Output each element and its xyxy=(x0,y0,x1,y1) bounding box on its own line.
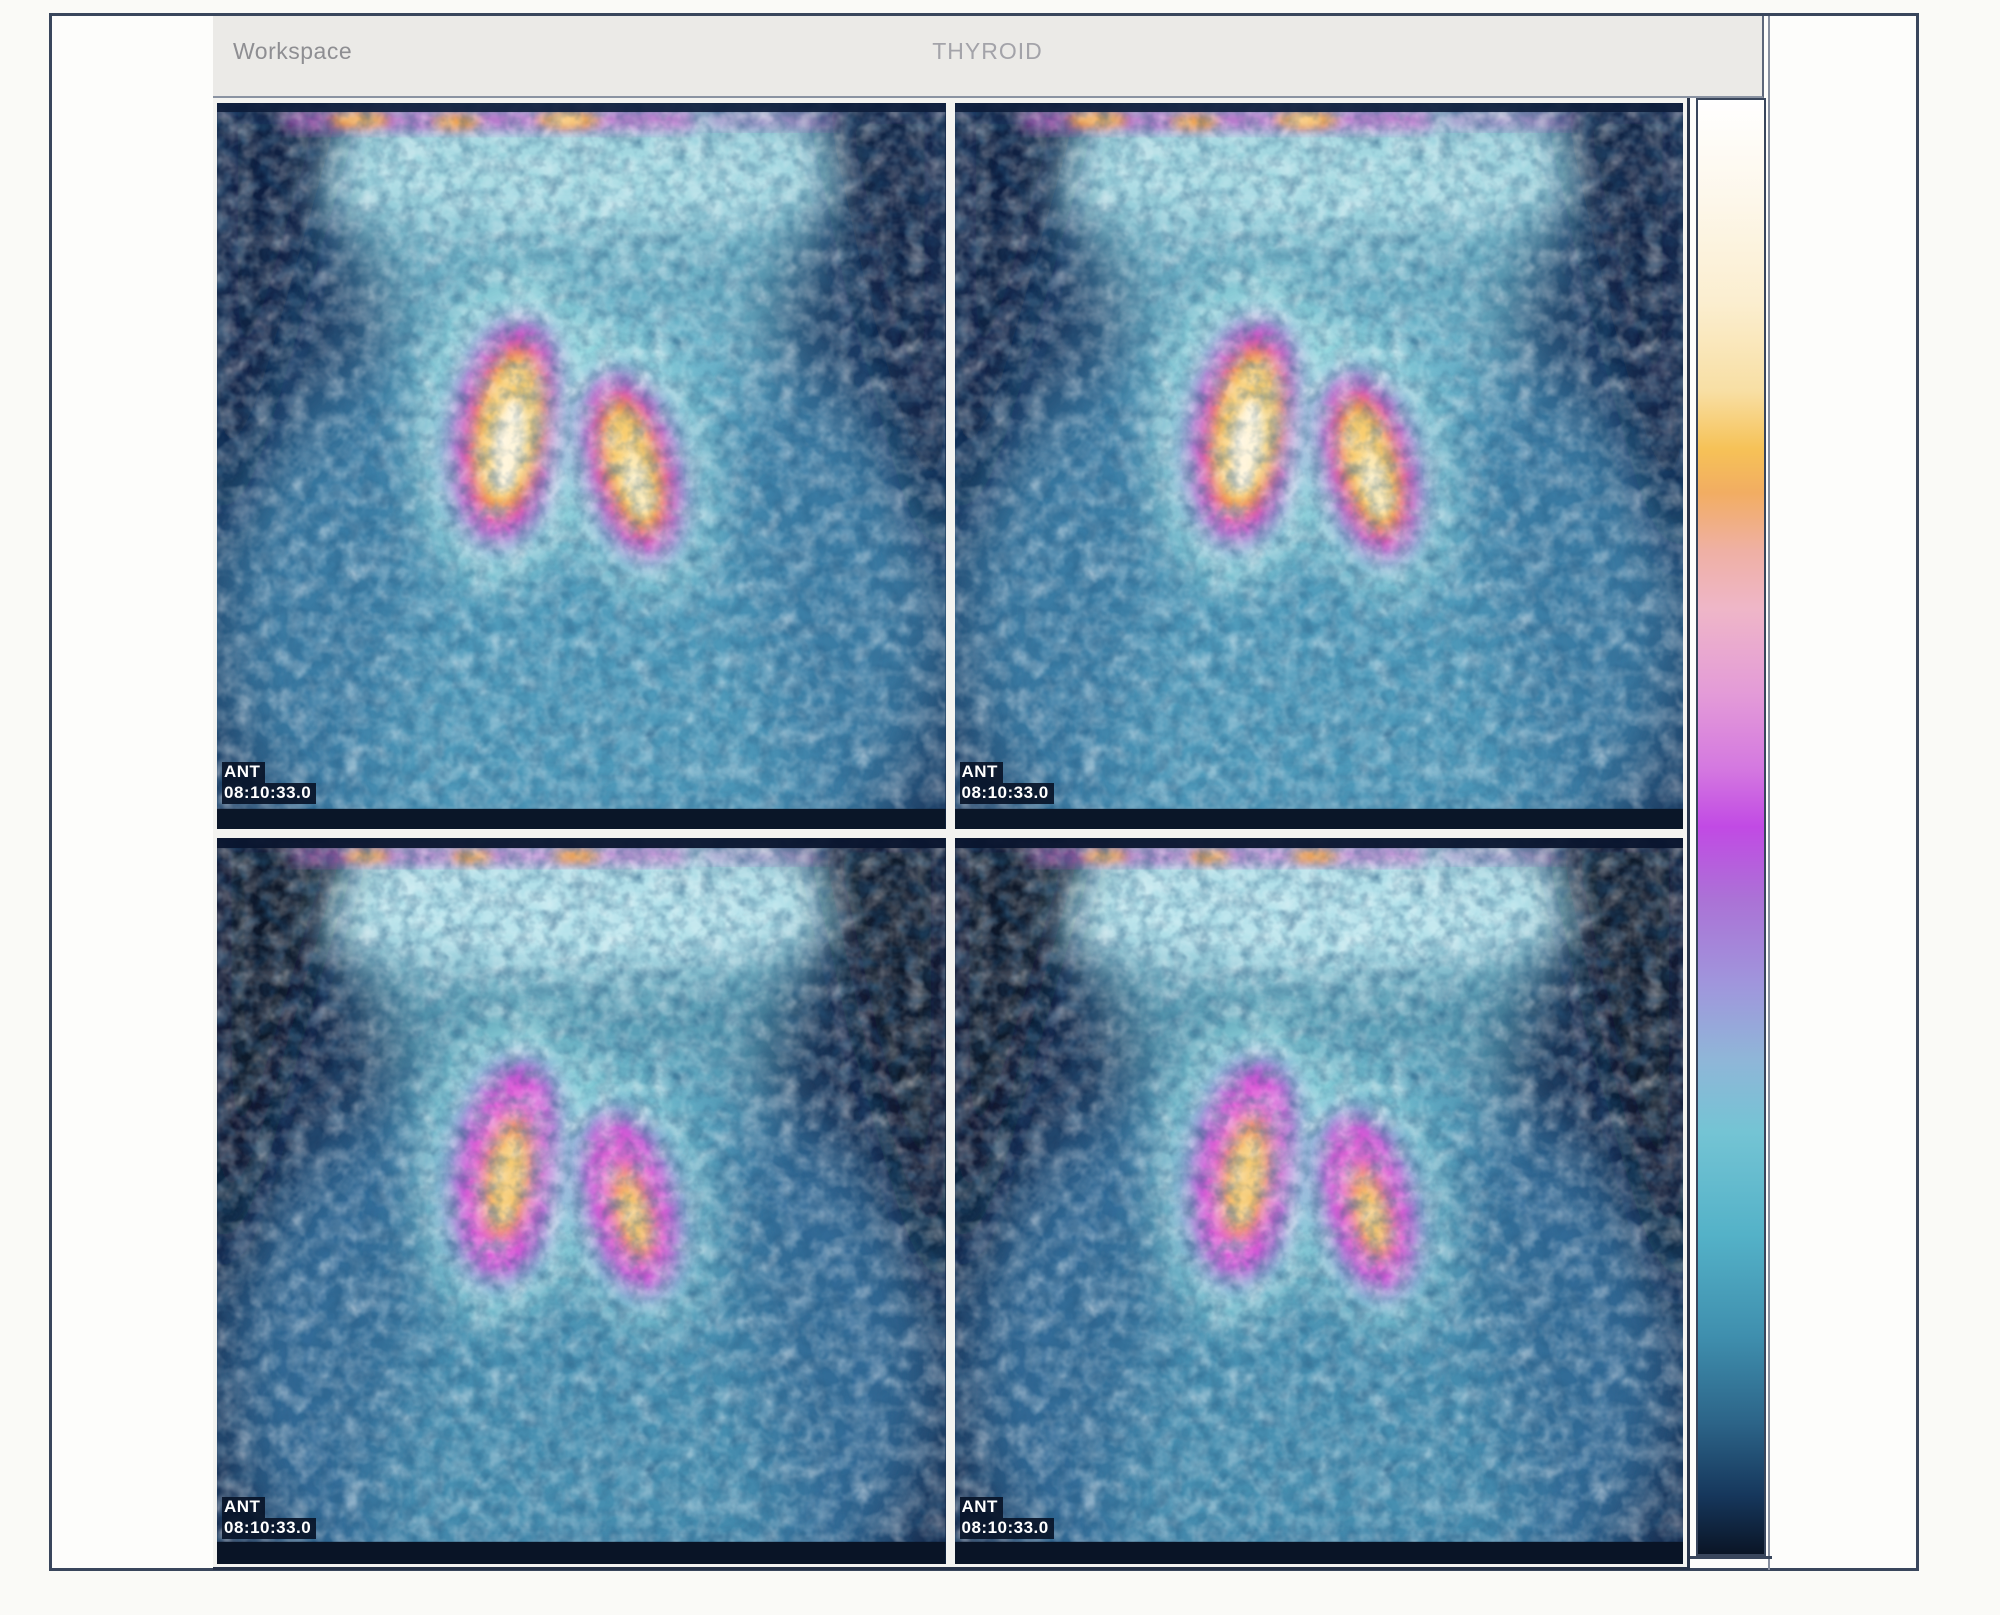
timestamp-label: 08:10:33.0 xyxy=(959,1518,1054,1539)
titlebar: Workspace THYROID xyxy=(213,16,1764,98)
workspace-label: Workspace xyxy=(233,38,353,64)
orientation-label: ANT xyxy=(959,1497,1003,1518)
intensity-colorbar xyxy=(1696,98,1766,1556)
orientation-label: ANT xyxy=(959,762,1003,783)
timestamp-label: 08:10:33.0 xyxy=(959,783,1054,804)
scan-viewer-grid: ANT 08:10:33.0 ANT 08:10:33.0 ANT 08:10:… xyxy=(213,98,1690,1570)
thyroid-scan-image xyxy=(955,103,1684,829)
timestamp-label: 08:10:33.0 xyxy=(222,1518,317,1539)
scan-viewport-bottom-right[interactable]: ANT 08:10:33.0 xyxy=(954,838,1684,1564)
scan-viewport-bottom-left[interactable]: ANT 08:10:33.0 xyxy=(217,838,946,1564)
scan-annotation: ANT 08:10:33.0 xyxy=(959,762,1054,804)
intensity-color-scale xyxy=(1698,100,1764,1554)
scan-annotation: ANT 08:10:33.0 xyxy=(959,1497,1054,1539)
colorbar-baseline xyxy=(1690,1556,1772,1559)
study-title: THYROID xyxy=(932,38,1043,64)
scan-viewport-top-right[interactable]: ANT 08:10:33.0 xyxy=(954,103,1684,829)
thyroid-scan-image xyxy=(217,838,946,1564)
panel-separator xyxy=(1768,16,1770,1570)
thyroid-scan-image xyxy=(217,103,946,829)
orientation-label: ANT xyxy=(222,762,266,783)
scan-viewport-top-left[interactable]: ANT 08:10:33.0 xyxy=(217,103,946,829)
scan-annotation: ANT 08:10:33.0 xyxy=(222,1497,317,1539)
thyroid-scan-image xyxy=(955,838,1684,1564)
timestamp-label: 08:10:33.0 xyxy=(222,783,317,804)
scan-annotation: ANT 08:10:33.0 xyxy=(222,762,317,804)
orientation-label: ANT xyxy=(222,1497,266,1518)
